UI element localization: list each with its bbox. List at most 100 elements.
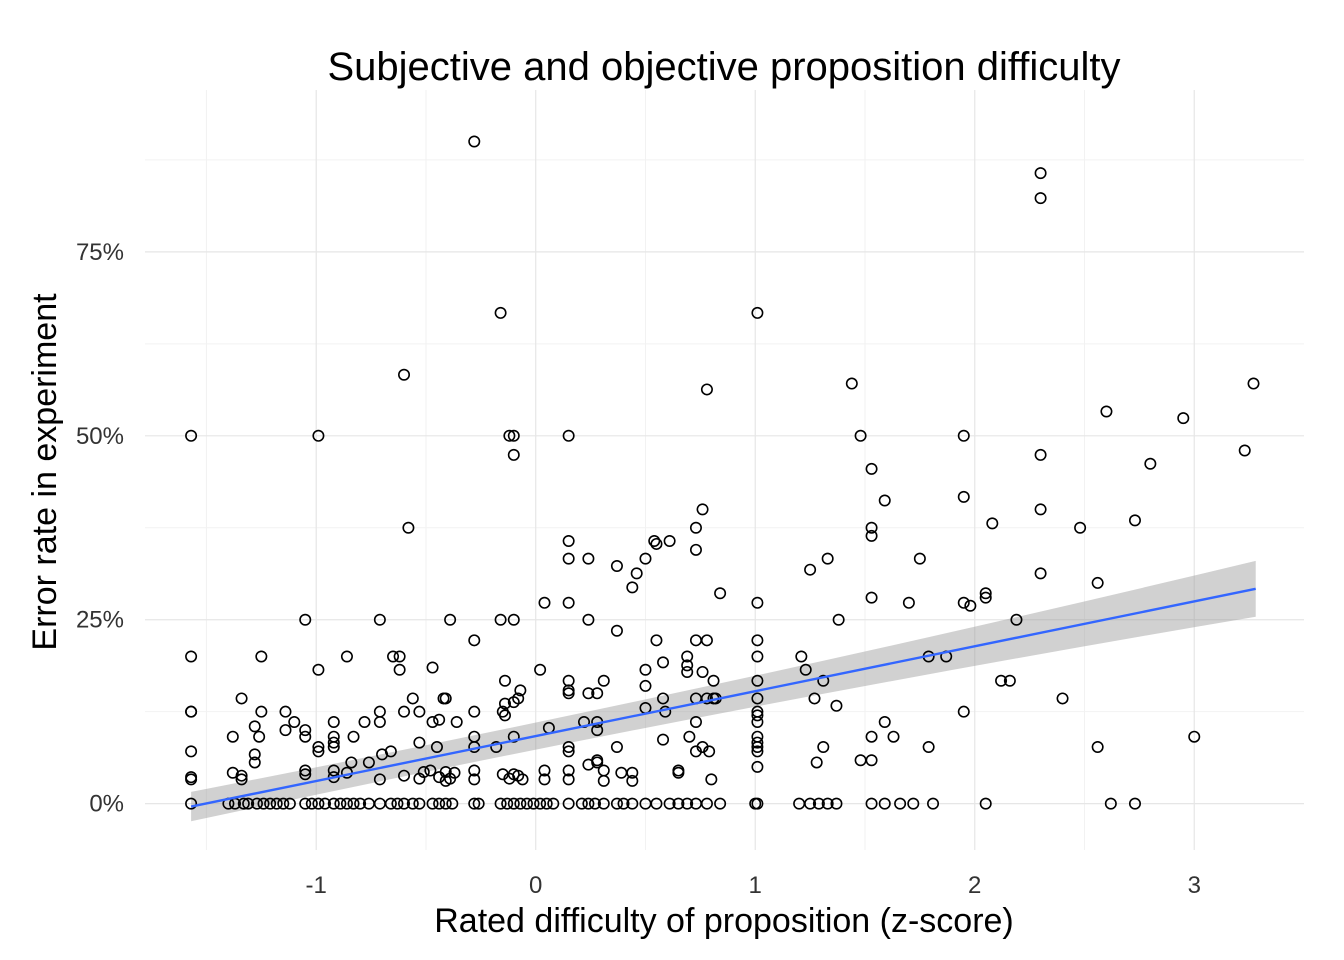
data-point: [226, 730, 239, 743]
data-point: [626, 774, 639, 787]
data-point: [751, 715, 764, 728]
data-point: [264, 797, 277, 810]
data-point: [426, 797, 439, 810]
data-point: [865, 754, 878, 767]
data-point: [391, 797, 404, 810]
data-point: [235, 692, 248, 705]
data-point: [402, 521, 415, 534]
data-point: [1177, 412, 1190, 425]
data-point: [527, 797, 540, 810]
data-point: [1034, 567, 1047, 580]
data-point: [865, 521, 878, 534]
data-point: [424, 764, 437, 777]
data-point: [979, 587, 992, 600]
data-point: [468, 634, 481, 647]
data-point: [597, 674, 610, 687]
data-point: [1074, 521, 1087, 534]
y-tick-label: 0%: [89, 791, 124, 818]
data-point: [299, 768, 312, 781]
data-point: [312, 429, 325, 442]
data-point: [672, 766, 685, 779]
x-axis-title: Rated difficulty of proposition (z-score…: [434, 902, 1014, 940]
data-point: [714, 587, 727, 600]
data-point: [689, 715, 702, 728]
data-point: [854, 754, 867, 767]
data-point: [507, 613, 520, 626]
data-point: [591, 687, 604, 700]
data-point: [562, 797, 575, 810]
data-point: [714, 797, 727, 810]
data-point: [1100, 405, 1113, 418]
data-point: [663, 534, 676, 547]
data-point: [751, 745, 764, 758]
data-point: [597, 774, 610, 787]
data-point: [242, 797, 255, 810]
data-point: [650, 634, 663, 647]
data-point: [248, 748, 261, 761]
data-point: [902, 596, 915, 609]
data-point: [501, 797, 514, 810]
data-point: [299, 613, 312, 626]
data-point: [922, 740, 935, 753]
data-point: [426, 715, 439, 728]
data-point: [507, 429, 520, 442]
data-point: [865, 591, 878, 604]
data-point: [514, 797, 527, 810]
data-point: [832, 613, 845, 626]
y-axis-ticks: 0% 25% 50% 75%: [76, 239, 124, 818]
data-point: [373, 715, 386, 728]
y-axis-title: Error rate in experiment: [26, 293, 64, 651]
data-point: [639, 663, 652, 676]
regression-line: [190, 587, 1256, 808]
data-point: [700, 383, 713, 396]
data-point: [398, 769, 411, 782]
data-point: [1188, 730, 1201, 743]
data-point: [439, 692, 452, 705]
data-point: [751, 692, 764, 705]
data-point: [398, 368, 411, 381]
data-point: [439, 797, 452, 810]
data-point: [305, 797, 318, 810]
data-point: [830, 699, 843, 712]
data-point: [347, 797, 360, 810]
data-point: [751, 797, 764, 810]
data-point: [547, 797, 560, 810]
x-tick-label: 0: [529, 872, 542, 899]
data-point: [253, 730, 266, 743]
data-point: [255, 650, 268, 663]
data-point: [358, 715, 371, 728]
data-point: [538, 764, 551, 777]
data-point: [1104, 797, 1117, 810]
data-point: [562, 534, 575, 547]
data-point: [468, 135, 481, 148]
data-point: [582, 687, 595, 700]
data-point: [562, 429, 575, 442]
data-point: [610, 797, 623, 810]
data-point: [450, 715, 463, 728]
data-point: [498, 674, 511, 687]
data-point: [610, 560, 623, 573]
x-axis-ticks: -1 0 1 2 3: [306, 872, 1201, 899]
data-point: [235, 773, 248, 786]
data-point: [1034, 192, 1047, 205]
data-point: [393, 650, 406, 663]
data-point: [1034, 448, 1047, 461]
data-point: [334, 797, 347, 810]
data-point: [751, 634, 764, 647]
data-point: [312, 740, 325, 753]
data-point: [562, 552, 575, 565]
y-tick-label: 75%: [76, 239, 124, 266]
data-point: [1034, 167, 1047, 180]
data-point: [538, 596, 551, 609]
data-point: [413, 797, 426, 810]
data-point: [751, 650, 764, 663]
data-point: [894, 797, 907, 810]
data-point: [957, 429, 970, 442]
data-point: [185, 773, 198, 786]
data-point: [318, 797, 331, 810]
data-point: [808, 692, 821, 705]
data-point: [312, 745, 325, 758]
data-point: [433, 713, 446, 726]
data-point: [398, 797, 411, 810]
data-point: [540, 797, 553, 810]
